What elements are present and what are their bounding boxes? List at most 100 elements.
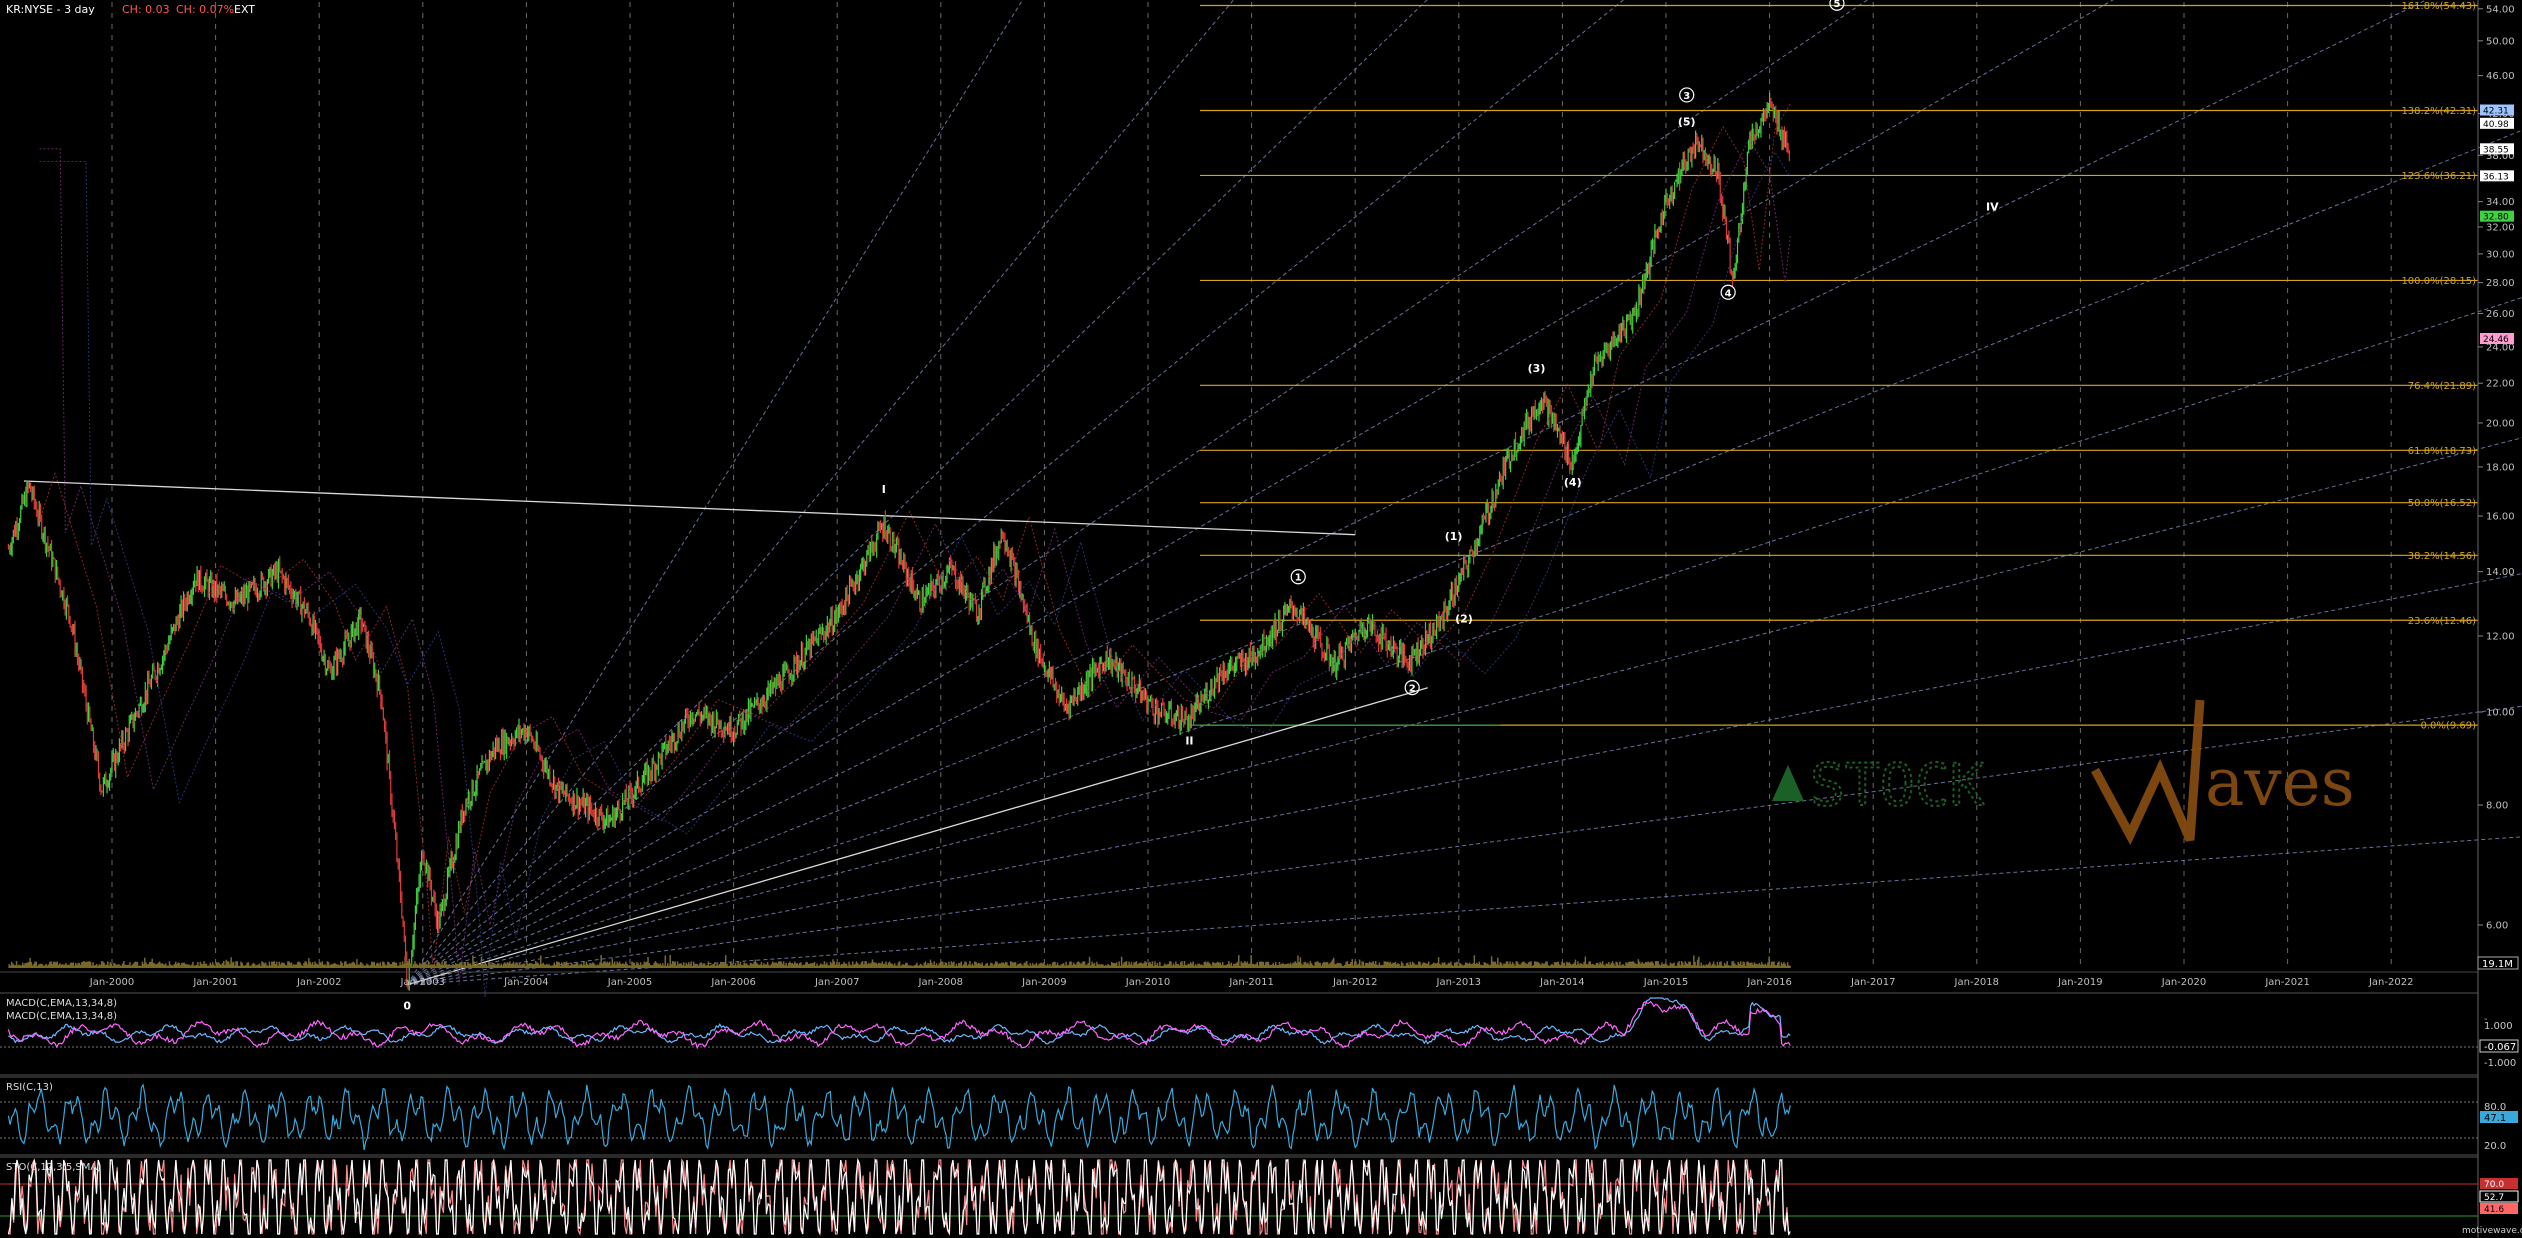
volume-bar bbox=[1394, 962, 1397, 968]
volume-bar bbox=[266, 965, 268, 968]
volume-bar bbox=[683, 962, 685, 968]
volume-bar bbox=[517, 964, 520, 968]
volume-bar bbox=[1508, 964, 1510, 968]
volume-bar bbox=[939, 962, 942, 968]
volume-bar bbox=[1452, 965, 1455, 968]
volume-bar bbox=[1344, 964, 1346, 968]
volume-bar bbox=[1365, 962, 1367, 968]
volume-bar bbox=[462, 965, 464, 968]
volume-bar bbox=[277, 965, 279, 968]
volume-bar bbox=[1746, 961, 1748, 968]
volume-bar bbox=[1464, 962, 1467, 968]
volume-bar bbox=[533, 964, 536, 968]
volume-bar bbox=[1775, 965, 1778, 968]
volume-bar bbox=[1214, 963, 1217, 968]
volume-bar bbox=[1165, 965, 1167, 968]
volume-bar bbox=[435, 965, 437, 968]
volume-bar bbox=[753, 961, 755, 968]
volume-bar bbox=[1260, 961, 1262, 968]
volume-bar bbox=[188, 964, 190, 968]
volume-bar bbox=[147, 963, 150, 968]
volume-bar bbox=[1075, 964, 1077, 968]
volume-bar bbox=[1562, 962, 1564, 968]
volume-bar bbox=[520, 964, 522, 968]
volume-bar bbox=[1156, 962, 1159, 968]
volume-bar bbox=[1472, 963, 1474, 968]
volume-bar bbox=[394, 962, 396, 968]
x-tick-label: Jan-2012 bbox=[1332, 977, 1377, 988]
volume-bar bbox=[970, 965, 972, 968]
volume-bar bbox=[1371, 962, 1373, 968]
volume-bar bbox=[854, 963, 856, 968]
volume-bar bbox=[431, 964, 433, 968]
price-tag-text: 36.13 bbox=[2483, 172, 2509, 182]
volume-bar bbox=[585, 961, 588, 968]
volume-bar bbox=[1610, 963, 1612, 968]
volume-bar bbox=[1176, 964, 1178, 968]
volume-bar bbox=[1070, 961, 1072, 968]
volume-bar bbox=[912, 965, 914, 968]
volume-bar bbox=[494, 964, 496, 968]
volume-bar bbox=[604, 961, 606, 968]
volume-bar bbox=[26, 962, 29, 968]
volume-bar bbox=[162, 964, 165, 968]
volume-bar bbox=[718, 964, 721, 968]
volume-bar bbox=[845, 963, 848, 968]
volume-bar bbox=[396, 965, 399, 968]
volume-bar bbox=[1145, 962, 1148, 968]
volume-bar bbox=[1157, 965, 1160, 968]
volume-bar bbox=[375, 963, 378, 968]
volume-bar bbox=[274, 964, 277, 968]
volume-bar bbox=[728, 965, 731, 968]
volume-bar bbox=[1659, 965, 1662, 968]
volume-bar bbox=[1316, 961, 1319, 968]
volume-bar bbox=[353, 962, 356, 968]
volume-bar bbox=[71, 962, 73, 968]
volume-bar bbox=[1268, 964, 1271, 968]
volume-bar bbox=[219, 964, 221, 968]
volume-bar bbox=[1318, 962, 1320, 968]
volume-bar bbox=[1573, 962, 1575, 968]
volume-bar bbox=[1350, 961, 1352, 968]
volume-bar bbox=[200, 963, 203, 968]
volume-bar bbox=[1286, 964, 1288, 968]
volume-bar bbox=[337, 964, 340, 968]
volume-bar bbox=[864, 961, 866, 968]
volume-bar bbox=[409, 964, 411, 968]
volume-bar bbox=[625, 961, 627, 968]
volume-bar bbox=[1439, 963, 1441, 968]
volume-bar bbox=[475, 963, 478, 968]
moving-average-line bbox=[39, 150, 1791, 998]
x-tick-label: Jan-2022 bbox=[2368, 977, 2413, 988]
volume-bar bbox=[1298, 961, 1300, 968]
volume-bar bbox=[560, 962, 563, 968]
volume-bar bbox=[1389, 961, 1392, 968]
volume-bar bbox=[928, 963, 930, 968]
volume-bar bbox=[288, 961, 290, 968]
volume-bar bbox=[261, 961, 263, 968]
volume-bar bbox=[1551, 963, 1553, 968]
price-tag bbox=[2480, 117, 2514, 129]
volume-bar bbox=[626, 963, 628, 968]
volume-bar bbox=[1002, 962, 1004, 968]
volume-bar bbox=[770, 963, 773, 968]
volume-bar bbox=[944, 962, 946, 968]
volume-bar bbox=[967, 964, 970, 968]
volume-bar bbox=[1023, 963, 1025, 968]
macd-last-value: -0.067 bbox=[2484, 1042, 2516, 1053]
volume-bar bbox=[1626, 963, 1629, 968]
volume-bar bbox=[1751, 962, 1753, 968]
volume-bar bbox=[987, 965, 990, 968]
volume-bar bbox=[1233, 963, 1235, 968]
volume-bar bbox=[620, 963, 622, 968]
volume-bar bbox=[256, 965, 258, 968]
volume-bar bbox=[1624, 965, 1626, 968]
volume-bar bbox=[578, 965, 580, 968]
volume-bar bbox=[357, 964, 359, 968]
volume-bar bbox=[283, 963, 285, 968]
volume-bar bbox=[1779, 965, 1781, 968]
volume-bar bbox=[847, 965, 849, 968]
volume-bar bbox=[171, 965, 173, 968]
volume-bar bbox=[334, 962, 336, 968]
volume-bar bbox=[1104, 964, 1107, 968]
